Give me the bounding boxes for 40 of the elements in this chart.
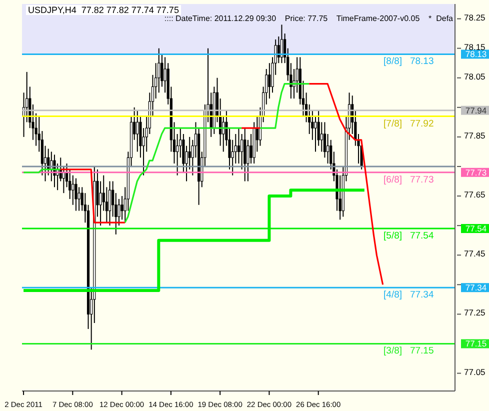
chart-title: USDJPY,H4 77.82 77.82 77.74 77.75	[26, 5, 181, 15]
candlestick	[240, 133, 244, 170]
y-tick-label: 77.94	[465, 105, 487, 116]
candlestick	[176, 133, 179, 176]
ref-line-label: [5/8] 77.54	[384, 230, 434, 242]
candlestick	[72, 174, 74, 206]
candlestick	[326, 133, 330, 164]
y-tick-label: 78.05	[464, 71, 486, 82]
candlestick	[188, 136, 191, 170]
y-tick-label: 78.15	[464, 42, 486, 52]
candlestick	[120, 196, 124, 220]
candlestick	[320, 122, 323, 152]
candlestick	[118, 198, 120, 226]
y-tick-label: 78.13	[465, 49, 487, 60]
y-tick-label: 77.34	[465, 282, 487, 293]
y-tick-label: 77.15	[465, 338, 487, 349]
candlestick	[268, 62, 271, 100]
candlestick	[280, 24, 284, 64]
candlestick	[78, 186, 80, 212]
ref-line-label: [6/8] 77.73	[384, 174, 434, 186]
candlestick	[314, 116, 317, 152]
candlestick	[136, 110, 139, 152]
y-tick-label: 77.45	[464, 248, 486, 259]
y-tick-label: 77.54	[465, 224, 487, 234]
ref-line-label: [8/8] 78.13	[384, 56, 434, 68]
y-tick-label: 77.05	[464, 366, 486, 377]
y-tick-label: 77.25	[464, 308, 486, 318]
candlestick	[244, 128, 246, 182]
candlestick	[74, 178, 78, 212]
y-tick-label: 77.85	[464, 130, 486, 140]
candlestick	[250, 133, 252, 164]
candlestick	[108, 180, 112, 226]
y-tick-label: 77.73	[465, 167, 487, 178]
text: :::: DateTime: 2011.12.29 09:30 Price: 77.75 TimeFrame-2007-v0.05 * Defa	[164, 14, 453, 23]
y-tick-label: 78.25	[464, 12, 486, 22]
ref-line-label: [4/8] 77.34	[384, 290, 434, 301]
ref-line-label: [3/8] 77.15	[384, 346, 434, 357]
candlestick	[237, 128, 240, 164]
ref-line-label: [7/8] 77.92	[384, 118, 434, 130]
y-tick-label: 77.65	[464, 190, 486, 200]
